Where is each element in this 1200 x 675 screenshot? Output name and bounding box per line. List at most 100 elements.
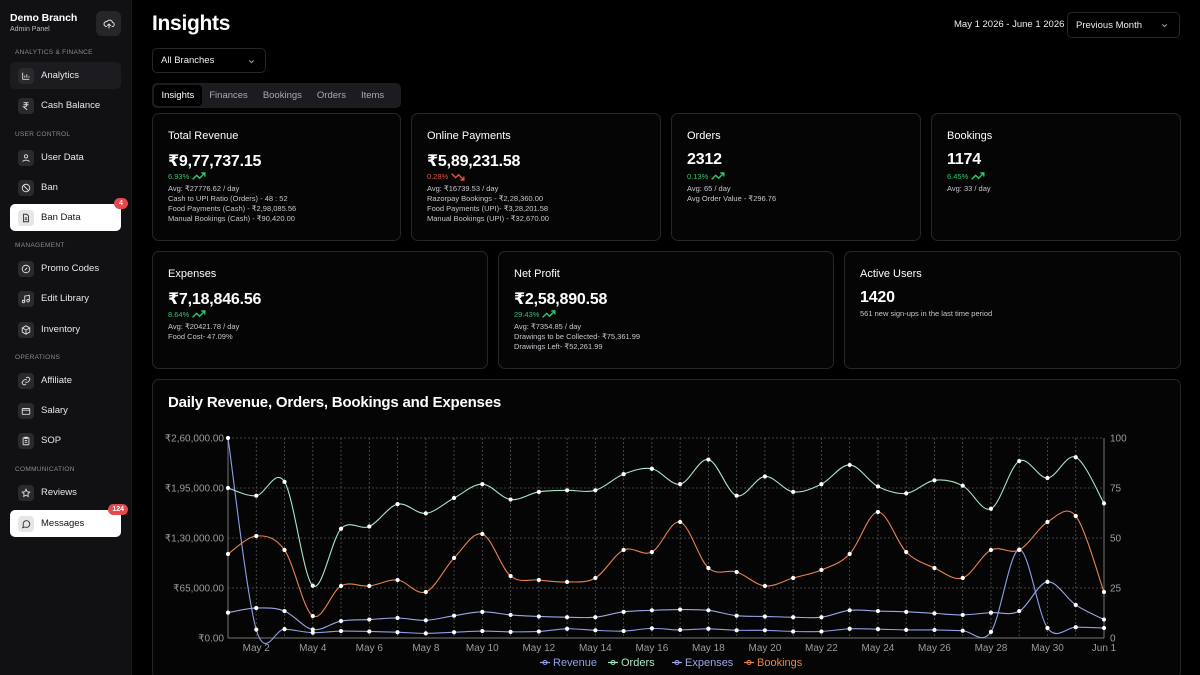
sidebar-item-label: Analytics bbox=[41, 70, 80, 81]
card-value: 1174 bbox=[947, 151, 981, 168]
tab-finances[interactable]: Finances bbox=[209, 90, 248, 101]
section-analytics: ANALYTICS & FINANCE bbox=[15, 49, 93, 56]
wallet-icon bbox=[18, 402, 34, 419]
sidebar-item-user-data[interactable]: User Data bbox=[10, 144, 121, 171]
data-point-expenses bbox=[734, 613, 739, 618]
change-percent: 6.93% bbox=[168, 172, 190, 181]
data-point-bookings bbox=[451, 555, 457, 561]
sidebar-item-messages[interactable]: Messages 124 bbox=[10, 504, 128, 537]
data-point-expenses bbox=[1045, 579, 1050, 584]
data-point-revenue bbox=[338, 628, 344, 634]
series-line-expenses bbox=[227, 581, 1105, 631]
y-right-tick-label: 75 bbox=[1110, 484, 1122, 495]
sidebar-item-salary[interactable]: Salary bbox=[10, 397, 121, 424]
x-tick-label: May 14 bbox=[579, 643, 612, 654]
data-point-revenue bbox=[819, 629, 824, 634]
data-point-orders bbox=[338, 526, 344, 531]
y-left-tick-label: ₹0.00 bbox=[198, 634, 224, 645]
y-right-tick-label: 100 bbox=[1110, 434, 1127, 445]
data-point-bookings bbox=[678, 519, 683, 525]
sidebar-item-analytics[interactable]: Analytics bbox=[10, 62, 121, 89]
sidebar-item-ban-data[interactable]: Ban Data 4 bbox=[10, 198, 128, 231]
data-point-expenses bbox=[367, 617, 372, 622]
brand: Demo Branch Admin Panel bbox=[10, 12, 77, 33]
rupee-icon bbox=[18, 97, 34, 114]
change-percent: 0.28% bbox=[427, 172, 449, 181]
sidebar-item-label: Promo Codes bbox=[41, 263, 100, 274]
sidebar-item-reviews[interactable]: Reviews bbox=[10, 479, 121, 506]
card-orders: Orders 2312 0.13% Avg: 65 / day Avg Orde… bbox=[671, 113, 921, 241]
box-icon bbox=[18, 321, 34, 338]
change-percent: 8.64% bbox=[168, 310, 190, 319]
data-point-revenue bbox=[1101, 625, 1107, 631]
sidebar-item-cash-balance[interactable]: Cash Balance bbox=[10, 92, 121, 119]
data-point-expenses bbox=[847, 608, 852, 613]
data-point-expenses bbox=[791, 615, 796, 620]
data-point-orders bbox=[1017, 458, 1022, 464]
data-point-expenses bbox=[904, 609, 909, 614]
x-tick-label: May 28 bbox=[975, 643, 1008, 654]
sidebar-item-promo-codes[interactable]: Promo Codes bbox=[10, 255, 121, 282]
ban-icon bbox=[18, 179, 34, 196]
period-select[interactable]: Previous Month bbox=[1067, 12, 1180, 38]
sync-button[interactable] bbox=[96, 11, 121, 36]
x-tick-label: May 26 bbox=[918, 643, 951, 654]
y-right-tick-label: 25 bbox=[1110, 584, 1122, 595]
data-point-expenses bbox=[338, 618, 344, 624]
data-point-bookings bbox=[593, 575, 598, 581]
data-point-orders bbox=[1073, 455, 1078, 460]
chart-card: Daily Revenue, Orders, Bookings and Expe… bbox=[152, 379, 1181, 675]
notification-badge: 4 bbox=[114, 198, 128, 209]
tab-orders[interactable]: Orders bbox=[316, 90, 346, 101]
trend-up-icon bbox=[542, 310, 556, 318]
detail-line: Drawings Left- ₹52,261.99 bbox=[514, 342, 603, 351]
data-point-orders bbox=[932, 478, 937, 483]
x-tick-label: May 22 bbox=[805, 643, 838, 654]
data-point-expenses bbox=[678, 607, 683, 612]
card-details: Avg: ₹16739.53 / day Razorpay Bookings -… bbox=[427, 184, 549, 224]
series-line-orders bbox=[227, 456, 1105, 587]
data-point-bookings bbox=[423, 589, 428, 595]
y-left-tick-label: ₹65,000.00 bbox=[173, 584, 224, 595]
sidebar-item-affiliate[interactable]: Affiliate bbox=[10, 367, 121, 394]
card-title: Orders bbox=[687, 130, 721, 142]
data-point-bookings bbox=[960, 575, 965, 581]
data-point-expenses bbox=[706, 608, 711, 613]
data-point-bookings bbox=[338, 583, 344, 589]
sidebar-item-inventory[interactable]: Inventory bbox=[10, 316, 121, 343]
music-icon bbox=[18, 290, 34, 307]
legend-label-expenses: Expenses bbox=[685, 657, 734, 669]
data-point-revenue bbox=[593, 628, 598, 633]
data-point-orders bbox=[395, 502, 400, 507]
data-point-bookings bbox=[564, 579, 570, 585]
document-icon bbox=[18, 209, 34, 226]
data-point-bookings bbox=[367, 583, 372, 589]
sidebar-item-sop[interactable]: SOP bbox=[10, 427, 121, 454]
sidebar-item-label: Cash Balance bbox=[41, 100, 101, 111]
cloud-upload-icon bbox=[103, 19, 115, 28]
data-point-bookings bbox=[932, 565, 937, 571]
data-point-orders bbox=[480, 482, 485, 487]
section-operations: OPERATIONS bbox=[15, 354, 61, 361]
card-details: Avg: 33 / day bbox=[947, 184, 991, 194]
change-percent: 6.45% bbox=[947, 172, 969, 181]
data-point-orders bbox=[1045, 475, 1050, 481]
sidebar-item-ban[interactable]: Ban bbox=[10, 174, 121, 201]
legend-marker-revenue bbox=[542, 660, 548, 665]
card-title: Bookings bbox=[947, 130, 993, 142]
sidebar-item-label: User Data bbox=[41, 152, 84, 163]
branch-select[interactable]: All Branches bbox=[152, 48, 266, 73]
data-point-revenue bbox=[536, 629, 541, 634]
tab-bookings[interactable]: Bookings bbox=[262, 90, 302, 101]
data-point-orders bbox=[593, 488, 598, 493]
sidebar-item-edit-library[interactable]: Edit Library bbox=[10, 285, 121, 312]
tab-insights[interactable]: Insights bbox=[154, 85, 202, 106]
x-tick-label: May 4 bbox=[299, 643, 327, 654]
data-point-orders bbox=[791, 489, 796, 494]
data-point-bookings bbox=[480, 531, 485, 537]
tab-items[interactable]: Items bbox=[360, 90, 385, 101]
data-point-revenue bbox=[932, 627, 937, 633]
promo-icon bbox=[18, 260, 34, 277]
data-point-bookings bbox=[649, 549, 654, 555]
legend-label-orders: Orders bbox=[621, 657, 655, 669]
